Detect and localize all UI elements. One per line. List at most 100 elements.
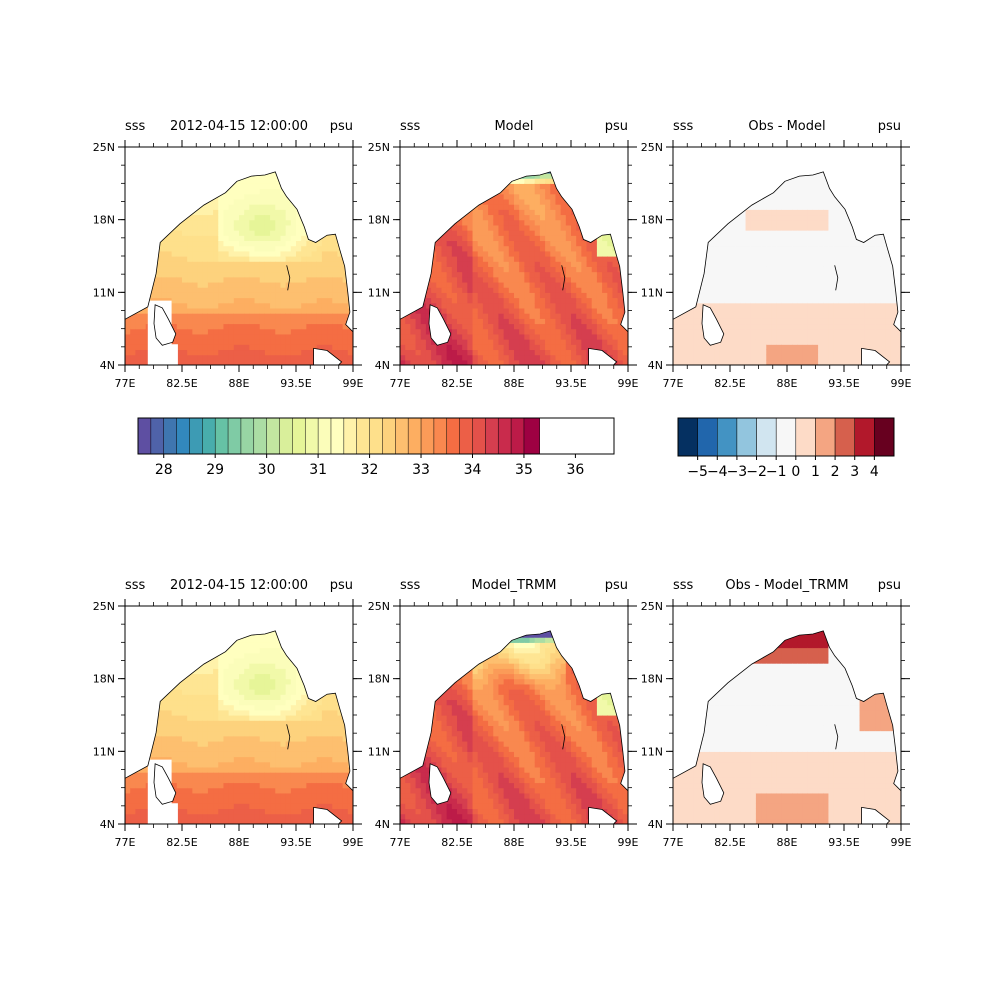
field-cell <box>792 307 798 314</box>
field-cell <box>125 266 131 273</box>
field-cell <box>498 204 505 210</box>
field-cell <box>771 193 778 200</box>
field-cell <box>202 245 209 252</box>
field-cell <box>787 349 793 356</box>
field-cell <box>477 250 484 257</box>
field-cell <box>296 339 302 345</box>
panel-center-title: Model <box>494 119 533 134</box>
field-cell <box>130 172 136 179</box>
field-cell <box>724 230 731 236</box>
field-cell <box>545 302 551 309</box>
field-cell <box>321 171 328 174</box>
field-cell <box>264 333 271 340</box>
field-cell <box>724 287 731 293</box>
field-cell <box>550 281 557 288</box>
field-cell <box>249 292 256 299</box>
field-cell <box>545 230 551 236</box>
field-cell <box>771 250 778 257</box>
field-cell <box>514 219 520 226</box>
field-cell <box>202 271 209 278</box>
field-cell <box>207 271 214 278</box>
field-cell <box>581 313 588 319</box>
field-cell <box>678 271 684 278</box>
field-cell <box>410 193 417 200</box>
field-cell <box>534 302 541 309</box>
field-cell <box>425 193 432 200</box>
field-cell <box>457 339 463 345</box>
field-cell <box>618 163 624 169</box>
field-cell <box>332 230 339 236</box>
field-cell <box>239 281 245 288</box>
field-cell <box>514 276 520 283</box>
field-cell <box>337 302 344 309</box>
field-cell <box>709 172 716 179</box>
field-cell <box>244 224 250 231</box>
field-cell <box>576 214 582 221</box>
field-cell <box>301 307 307 314</box>
field-cell <box>446 224 453 231</box>
field-cell <box>254 188 261 195</box>
field-cell <box>756 152 762 158</box>
field-cell <box>596 256 603 262</box>
field-cell <box>571 276 577 283</box>
field-cell <box>135 230 142 236</box>
field-cell <box>192 250 199 257</box>
field-cell <box>342 339 349 345</box>
field-cell <box>787 157 793 163</box>
field-cell <box>529 245 536 252</box>
field-cell <box>498 235 505 242</box>
field-cell <box>228 256 235 262</box>
field-cell <box>555 240 562 247</box>
field-cell <box>254 209 261 216</box>
field-cell <box>291 152 297 158</box>
field-cell <box>776 328 783 335</box>
field-cell <box>182 271 188 278</box>
field-cell <box>514 354 520 361</box>
field-cell <box>514 349 520 356</box>
field-cell <box>714 349 721 356</box>
field-cell <box>192 240 199 247</box>
field-cell <box>524 287 531 293</box>
field-cell <box>482 302 489 309</box>
field-cell <box>182 287 188 293</box>
field-cell <box>776 171 783 174</box>
field-cell <box>745 224 752 231</box>
field-cell <box>622 339 628 345</box>
field-cell <box>755 302 762 309</box>
field-cell <box>766 292 773 299</box>
field-cell <box>586 171 593 174</box>
field-cell <box>400 307 406 314</box>
field-cell <box>787 333 793 340</box>
field-cell <box>591 333 598 340</box>
field-cell <box>264 313 271 319</box>
field-cell <box>218 349 225 356</box>
field-cell <box>207 281 214 288</box>
field-cell <box>565 235 572 242</box>
field-cell <box>555 307 562 314</box>
field-cell <box>332 276 339 283</box>
field-cell <box>321 313 328 319</box>
field-cell <box>602 214 608 221</box>
field-cell <box>135 333 142 340</box>
field-cell <box>612 261 619 267</box>
field-cell <box>766 230 773 236</box>
field-cell <box>296 292 302 299</box>
field-cell <box>740 171 747 174</box>
field-cell <box>156 147 162 153</box>
field-cell <box>301 224 307 231</box>
field-cell <box>524 209 531 216</box>
field-cell <box>457 328 463 335</box>
field-cell <box>130 266 136 273</box>
field-cell <box>802 354 809 361</box>
field-cell <box>571 333 577 340</box>
field-cell <box>327 245 333 252</box>
field-cell <box>509 157 515 163</box>
field-cell <box>130 193 136 200</box>
field-cell <box>462 219 468 226</box>
field-cell <box>698 281 705 288</box>
field-cell <box>192 359 199 366</box>
field-cell <box>678 209 684 216</box>
field-cell <box>596 297 603 304</box>
field-cell <box>420 172 427 179</box>
field-cell <box>482 271 489 278</box>
